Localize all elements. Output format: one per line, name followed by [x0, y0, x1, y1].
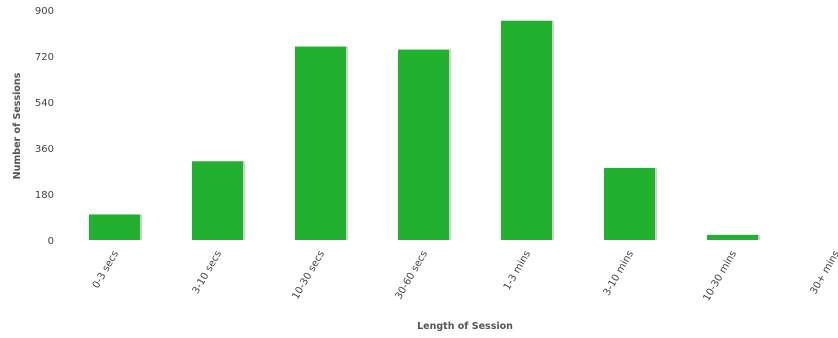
bar-1-3-mins[interactable] — [501, 21, 552, 240]
x-tick-label: 10-30 mins — [701, 249, 739, 303]
x-tick-label: 0-3 secs — [91, 249, 121, 291]
y-axis-title: Number of Sessions — [12, 72, 23, 179]
bars — [89, 21, 760, 240]
bar-0-3-secs[interactable] — [89, 214, 140, 240]
y-tick-label: 360 — [35, 144, 54, 155]
bar-3-10-mins[interactable] — [604, 168, 655, 240]
x-tick-label: 3-10 mins — [602, 249, 637, 298]
bar-10-30-mins[interactable] — [707, 235, 758, 240]
x-tick-label: 10-30 secs — [290, 249, 327, 302]
x-tick-label: 1-3 mins — [502, 249, 533, 292]
x-tick-label: 3-10 secs — [191, 249, 225, 296]
y-axis-ticks: 0 180 360 540 720 900 — [35, 6, 54, 247]
x-axis-ticks: 0-3 secs 3-10 secs 10-30 secs 30-60 secs 1-3… — [91, 249, 838, 303]
y-tick-label: 0 — [48, 236, 54, 247]
x-axis-title: Length of Session — [417, 321, 513, 332]
bar-30-60-secs[interactable] — [398, 50, 449, 240]
x-tick-label: 30-60 secs — [393, 249, 430, 302]
y-tick-label: 540 — [35, 98, 54, 109]
y-tick-label: 720 — [35, 52, 54, 63]
bar-10-30-secs[interactable] — [295, 47, 346, 240]
x-tick-label: 30+ mins — [808, 249, 838, 296]
bar-3-10-secs[interactable] — [192, 161, 243, 240]
y-tick-label: 180 — [35, 190, 54, 201]
y-tick-label: 900 — [35, 6, 54, 17]
